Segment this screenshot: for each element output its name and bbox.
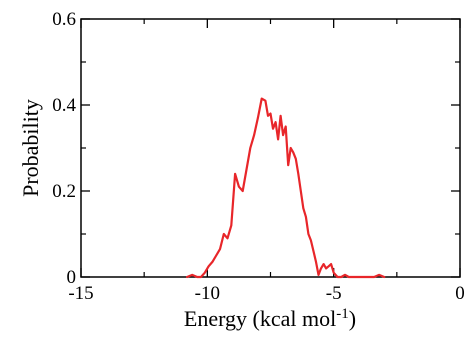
x-tick-label: -10 [195,283,220,304]
series-line [186,97,386,279]
axis-ticks [80,18,461,278]
series-group [186,97,386,279]
x-tick-labels: -15 -10 -5 0 [68,283,464,304]
x-tick-label: 0 [455,283,465,304]
x-axis-title: Energy (kcal mol-1) [184,306,356,331]
y-tick-label: 0 [67,267,77,288]
x-tick-label: -5 [326,283,342,304]
x-axis-title-superscript: -1 [336,306,349,322]
y-tick-label: 0.2 [52,181,76,202]
x-axis-title-main: Energy (kcal mol [184,306,336,331]
x-axis-title-tail: ) [349,306,356,331]
y-tick-labels: 0 0.2 0.4 0.6 [52,9,76,288]
y-tick-label: 0.6 [52,9,76,30]
y-axis-title: Probability [18,99,43,197]
y-tick-label: 0.4 [52,95,76,116]
x-tick-label: -15 [68,283,93,304]
plot-frame [80,18,461,278]
